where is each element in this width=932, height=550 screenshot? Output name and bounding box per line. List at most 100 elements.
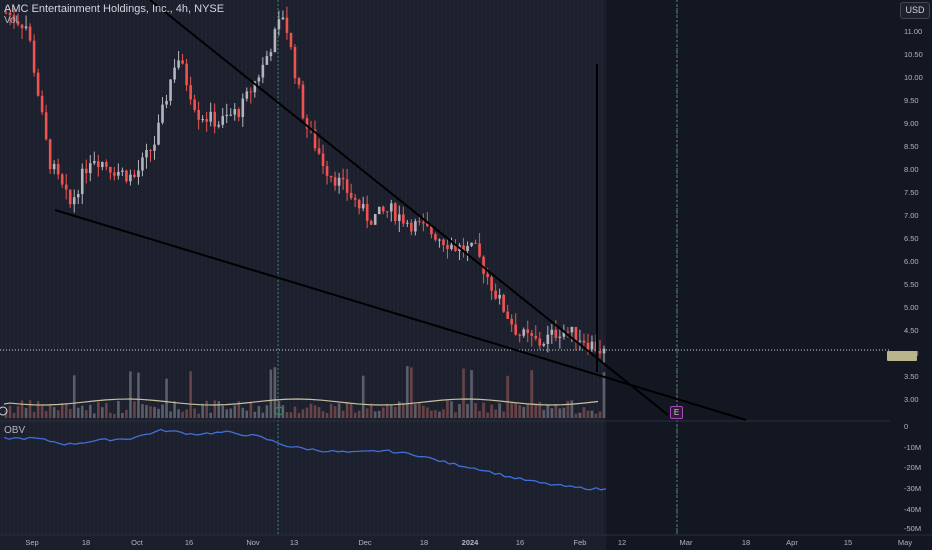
currency-button[interactable]: USD: [900, 2, 930, 19]
volume-bar: [414, 404, 417, 418]
candle-body: [197, 109, 200, 120]
candle-body: [446, 245, 449, 249]
volume-bar: [189, 371, 192, 418]
candle-body: [177, 60, 180, 68]
candle-body: [341, 177, 345, 180]
candle-body: [381, 206, 385, 212]
volume-bar: [542, 409, 546, 418]
obv-tick-label: -30M: [904, 484, 921, 493]
volume-bar: [76, 407, 80, 418]
chart-title: AMC Entertainment Holdings, Inc., 4h, NY…: [4, 3, 225, 15]
price-tick-label: 8.00: [904, 165, 919, 174]
candle-body: [538, 338, 542, 346]
candle-body: [478, 243, 481, 257]
candle-body: [225, 114, 229, 117]
volume-bar: [197, 413, 200, 418]
candle-body: [570, 326, 574, 333]
volume-bar: [570, 400, 574, 418]
volume-bar: [92, 413, 96, 418]
candle-body: [490, 277, 493, 291]
volume-bar: [289, 412, 293, 418]
volume-bar: [369, 403, 373, 418]
volume-bar: [526, 404, 530, 418]
volume-bar: [177, 409, 180, 418]
volume-bar: [345, 401, 349, 418]
volume-bar: [486, 412, 489, 418]
time-tick-label: 2024: [462, 538, 480, 547]
time-tick-label: Mar: [680, 538, 693, 547]
candle-body: [237, 109, 241, 118]
volume-bar: [32, 411, 36, 418]
volume-ma-line: [3, 398, 599, 406]
candle-body: [24, 26, 28, 29]
candle-body: [373, 214, 377, 225]
candle-body: [582, 340, 586, 343]
volume-bar: [442, 409, 445, 418]
volume-bar: [309, 403, 313, 418]
volume-bar: [297, 412, 301, 418]
volume-bar: [173, 401, 176, 418]
candle-body: [325, 166, 329, 176]
volume-bar: [105, 402, 108, 418]
volume-bar: [157, 408, 160, 418]
candle-body: [269, 52, 273, 57]
volume-bar: [237, 401, 241, 418]
candle-body: [494, 290, 497, 299]
candle-body: [313, 129, 317, 149]
candle-body: [474, 242, 477, 244]
volume-bar: [385, 404, 389, 418]
candle-body: [121, 170, 124, 172]
volume-bar: [590, 410, 594, 418]
volume-bar: [353, 412, 357, 418]
candle-body: [426, 223, 429, 226]
volume-bar: [165, 378, 168, 418]
price-tick-label: 8.50: [904, 142, 919, 151]
obv-tick-label: -50M: [904, 524, 921, 533]
volume-bar: [40, 405, 44, 418]
candle-body: [502, 294, 505, 312]
volume-bar: [141, 404, 144, 418]
time-tick-label: 15: [844, 538, 852, 547]
volume-bar: [149, 406, 152, 418]
volume-bar: [490, 404, 493, 418]
candle-body: [173, 67, 176, 80]
volume-bar: [277, 401, 281, 418]
candle-body: [185, 63, 188, 86]
price-tick-label: 9.50: [904, 96, 919, 105]
candle-body: [486, 273, 489, 278]
candle-body: [566, 331, 570, 333]
volume-bar: [410, 367, 413, 418]
volume-bar: [562, 407, 566, 418]
volume-bar: [430, 410, 433, 418]
candle-body: [377, 206, 381, 215]
indicator-marker: [0, 406, 8, 416]
time-tick-label: Oct: [131, 538, 144, 547]
candle-body: [470, 242, 473, 246]
candle-body: [442, 239, 445, 246]
price-tick-label: 3.50: [904, 372, 919, 381]
candle-body: [157, 122, 160, 145]
volume-bar: [60, 403, 64, 418]
volume-bar: [494, 409, 497, 418]
volume-bar: [474, 402, 477, 418]
candle-body: [48, 139, 52, 170]
earnings-marker[interactable]: E: [670, 406, 683, 419]
candle-body: [32, 40, 36, 73]
volume-bar: [434, 410, 437, 418]
volume-bar: [97, 402, 100, 418]
volume-bar: [44, 410, 48, 418]
volume-bar: [522, 406, 526, 418]
candle-body: [554, 329, 558, 338]
volume-bar: [205, 400, 208, 418]
volume-bar: [313, 405, 317, 418]
last-price-tag: [887, 351, 917, 361]
volume-bar: [546, 404, 550, 418]
volume-bar: [578, 412, 582, 418]
volume-bar: [253, 411, 257, 418]
candle-body: [337, 177, 341, 186]
price-tick-label: 10.50: [904, 50, 923, 59]
volume-bar: [586, 410, 590, 418]
time-tick-label: 16: [185, 538, 193, 547]
candle-body: [285, 17, 289, 33]
candle-body: [16, 21, 20, 25]
